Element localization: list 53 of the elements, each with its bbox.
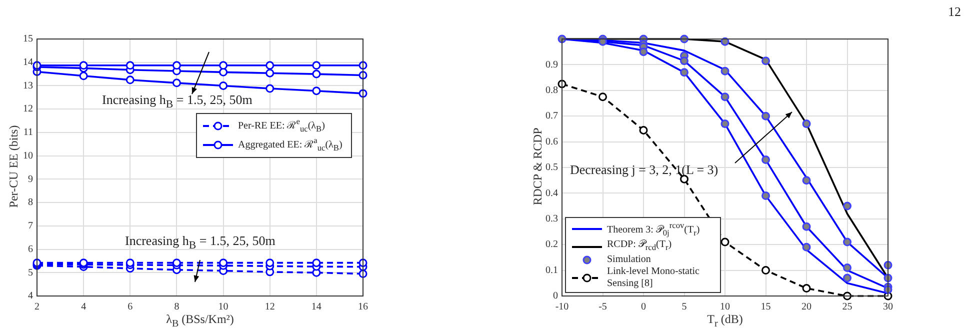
x-tick-label: 30: [883, 302, 893, 313]
y-tick-label: 0.7: [546, 110, 558, 122]
y-tick-label: 9: [28, 174, 33, 185]
y-tick-label: 0.4: [546, 188, 558, 199]
x-tick-label: 12: [264, 302, 275, 313]
y-tick-label: 4: [28, 290, 33, 302]
legend-label: RCDP: 𝒫$_{rcd}$(T$_{r}$): [607, 239, 672, 254]
legend-label: Per-RE EE: ℛ$^{e}$$_{uc}$(λ$_{B}$): [238, 116, 325, 136]
y-tick-label: 0.1: [546, 264, 558, 276]
y-tick-label: 7: [28, 220, 33, 232]
y-tick-label: 13: [23, 80, 33, 92]
x-tick-label: -5: [598, 302, 607, 313]
y-tick-label: 0.9: [546, 59, 558, 70]
x-tick-label: -10: [555, 302, 569, 313]
x-tick-label: 5: [682, 302, 687, 313]
legend-label: Link-level Mono-static Sensing [8]: [607, 266, 700, 290]
y-tick-label: 14: [23, 56, 33, 68]
x-tick-label: 15: [760, 302, 771, 313]
y-axis-title: Per-CU EE (bits): [6, 124, 22, 210]
x-tick-label: 0: [641, 302, 646, 313]
x-tick-label: 8: [174, 302, 180, 313]
legend-label: Simulation: [607, 254, 651, 266]
x-tick-label: 4: [81, 302, 86, 313]
x-tick-label: 10: [218, 302, 228, 313]
y-tick-label: 8: [28, 197, 33, 208]
y-tick-label: 11: [23, 127, 33, 138]
y-tick-label: 12: [23, 104, 33, 115]
y-tick-label: 0.6: [546, 136, 558, 148]
y-tick-label: 6: [28, 244, 33, 255]
x-tick-label: 14: [311, 302, 322, 313]
x-tick-label: 25: [842, 302, 852, 313]
y-axis-title: RDCP & RCDP: [530, 126, 546, 208]
text: 12: [948, 4, 961, 20]
x-tick-label: 16: [358, 302, 368, 313]
legend-label: Aggregated EE: ℛ$^{a}$$_{uc}$(λ$_{B}$): [238, 135, 342, 155]
legend-label: Theorem 3: 𝒫$_{0j}$$^{rcov}$(T$_{r}$): [607, 220, 700, 239]
annotation: Decreasing j = 3, 2, 1(L = 3): [570, 162, 718, 178]
x-tick-label: 6: [128, 302, 133, 313]
y-tick-label: 5: [28, 267, 33, 278]
x-tick-label: 20: [802, 302, 812, 313]
y-tick-label: 10: [23, 150, 33, 162]
annotation: Increasing h$_{B}$ = 1.5, 25, 50m: [125, 233, 276, 252]
y-tick-label: 0.8: [546, 85, 558, 96]
x-axis-title: T$_{r}$ (dB): [706, 312, 744, 330]
y-tick-label: 15: [23, 34, 33, 45]
y-tick-label: 0: [553, 290, 558, 302]
x-axis-title: λ$_{B}$ (BSs/Km²): [165, 312, 235, 330]
x-tick-label: 10: [720, 302, 730, 313]
x-tick-label: 2: [34, 302, 40, 313]
annotation: Increasing h$_{B}$ = 1.5, 25, 50m: [102, 92, 252, 111]
y-tick-label: 0.3: [546, 214, 558, 225]
y-tick-label: 0.2: [546, 239, 558, 250]
y-tick-label: 0.5: [546, 162, 558, 174]
